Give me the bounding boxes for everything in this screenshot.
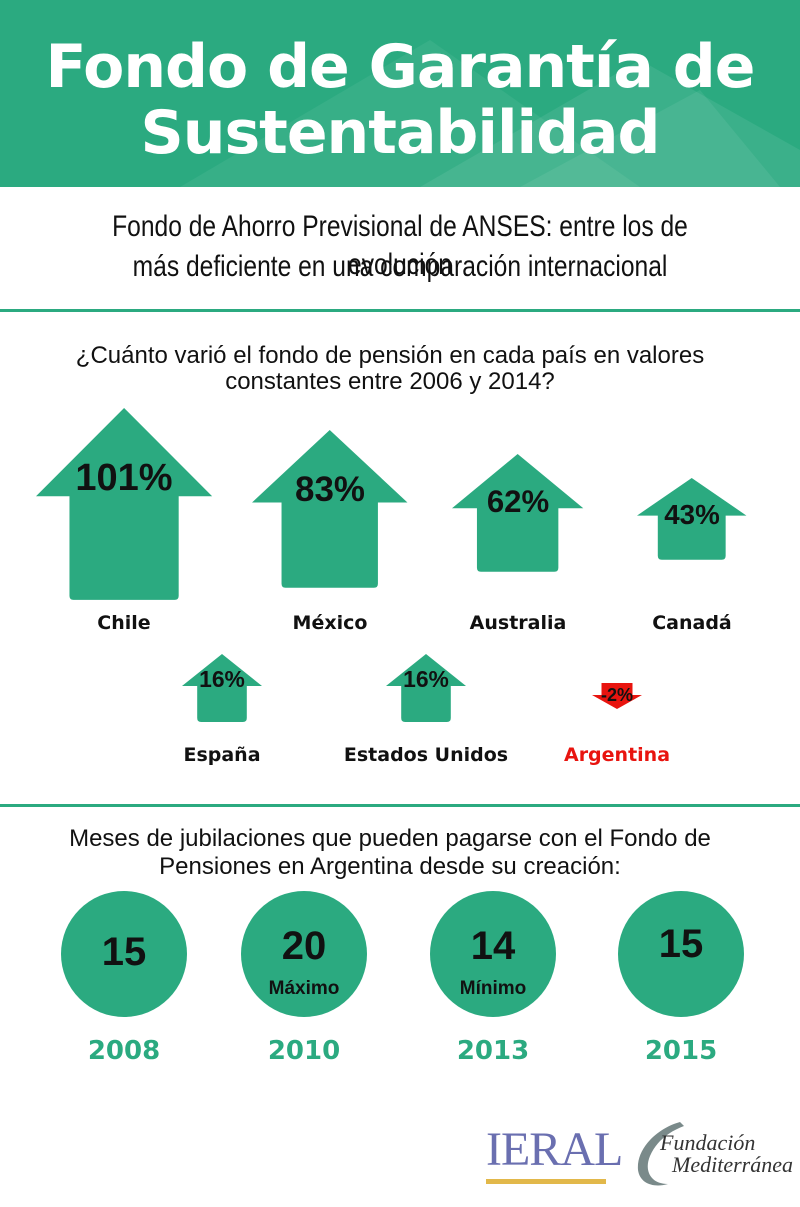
fundacion-line2: Mediterránea (672, 1152, 793, 1177)
country-label-australia: Australia (469, 612, 567, 634)
arrow-australia (452, 454, 584, 572)
ieral-logo-underline (486, 1179, 606, 1184)
months-value-2015: 15 (658, 922, 704, 966)
country-label-mexico: México (292, 612, 368, 634)
fundacion-mediterranea-logo: Fundación Mediterránea (660, 1132, 793, 1176)
page-title-line1: Fondo de Garantía de (45, 32, 756, 102)
fundacion-mediterranea-swirl (637, 1122, 684, 1186)
arrow-mexico (252, 430, 408, 588)
header-banner: Fondo de Garantía de Sustentabilidad (0, 0, 800, 187)
months-circle-2013 (430, 891, 556, 1017)
country-label-argentina: Argentina (563, 744, 671, 766)
year-label-2010: 2010 (267, 1036, 341, 1066)
value-label-argentina: -2% (600, 685, 633, 705)
ieral-logo: IERAL (486, 1123, 623, 1176)
arrow-argentina (592, 683, 642, 709)
months-title-line2: Pensiones en Argentina desde su creación… (159, 853, 621, 880)
country-label-chile: Chile (97, 612, 151, 634)
months-value-2013: 14 (470, 924, 516, 968)
value-label-chile: 101% (75, 456, 173, 499)
months-value-2010: 20 (281, 924, 327, 968)
months-circle-2010 (241, 891, 367, 1017)
fundacion-line1: Fundación (660, 1130, 756, 1155)
months-title-line1: Meses de jubilaciones que pueden pagarse… (69, 825, 711, 852)
value-label-australia: 62% (486, 484, 550, 519)
arrow-estados-unidos (386, 654, 466, 722)
months-note-2010: Máximo (268, 978, 340, 999)
subtitle-line2: más deficiente en una comparación intern… (132, 250, 668, 283)
divider (0, 804, 800, 807)
value-label-canada: 43% (664, 498, 720, 530)
months-circle-2015 (618, 891, 744, 1017)
header-decoration (180, 40, 800, 187)
arrow-chile (35, 408, 213, 600)
page-title-line2: Sustentabilidad (140, 98, 661, 168)
value-label-estados-unidos: 16% (403, 665, 449, 692)
months-value-2008: 15 (101, 930, 147, 974)
months-circle-2008 (61, 891, 187, 1017)
value-label-mexico: 83% (295, 470, 365, 510)
year-label-2008: 2008 (87, 1036, 161, 1066)
value-label-espana: 16% (199, 665, 245, 692)
year-label-2015: 2015 (644, 1036, 718, 1066)
subtitle-line1: Fondo de Ahorro Previsional de ANSES: en… (112, 210, 688, 281)
divider (0, 309, 800, 312)
country-label-estados-unidos: Estados Unidos (343, 744, 509, 766)
arrow-espana (182, 654, 262, 722)
country-label-canada: Canadá (652, 612, 732, 634)
year-label-2013: 2013 (456, 1036, 530, 1066)
chart-question-line1: ¿Cuánto varió el fondo de pensión en cad… (75, 342, 705, 369)
months-note-2013: Mínimo (459, 978, 527, 999)
country-label-espana: España (183, 744, 261, 766)
chart-question-line2: constantes entre 2006 y 2014? (225, 368, 555, 395)
arrow-canada (637, 478, 747, 560)
